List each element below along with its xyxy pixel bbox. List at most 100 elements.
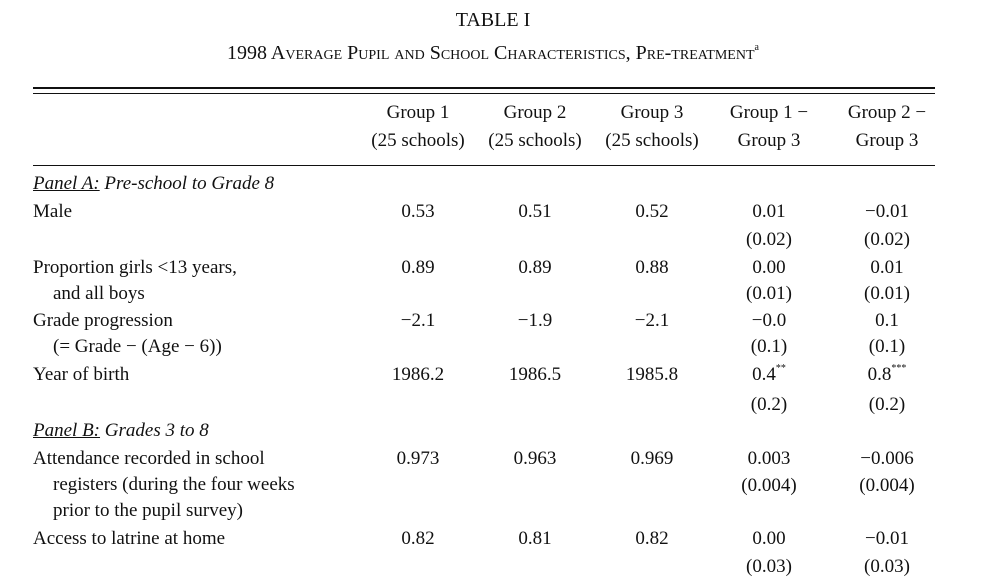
value: 0.52 bbox=[635, 201, 669, 222]
standard-error: (0.004) bbox=[741, 475, 797, 496]
value: 0.4 bbox=[752, 364, 776, 385]
top-rule-2 bbox=[33, 93, 935, 94]
value: 0.1 bbox=[875, 310, 899, 331]
standard-error: (0.1) bbox=[750, 336, 788, 357]
value-cell: −2.1 bbox=[582, 310, 722, 332]
value-cell: 0.963 bbox=[465, 448, 605, 470]
value: 0.01 bbox=[870, 257, 904, 278]
value: −1.9 bbox=[517, 310, 553, 331]
value: 1986.5 bbox=[508, 364, 562, 385]
value: −2.1 bbox=[634, 310, 670, 331]
value-cell: 0.81 bbox=[465, 528, 605, 550]
value-cell: 1986.5 bbox=[465, 364, 605, 386]
panel-label: Panel B: bbox=[33, 420, 101, 441]
table-subtitle: 1998 Average Pupil and School Characteri… bbox=[0, 42, 986, 64]
column-header: Group 1 − bbox=[729, 102, 809, 123]
standard-error: (0.2) bbox=[750, 394, 788, 415]
row-label: Attendance recorded in school bbox=[33, 448, 265, 469]
value-cell: 1985.8 bbox=[582, 364, 722, 386]
standard-error: (0.2) bbox=[868, 394, 906, 415]
value-cell: 0.4** bbox=[699, 364, 839, 386]
value: −0.0 bbox=[751, 310, 787, 331]
row-label: Male bbox=[33, 201, 73, 222]
value-cell: 0.52 bbox=[582, 201, 722, 223]
subtitle-text: 1998 Average Pupil and School Characteri… bbox=[227, 42, 755, 64]
standard-error: (0.004) bbox=[859, 475, 915, 496]
value-cell: 0.003 bbox=[699, 448, 839, 470]
value: 0.003 bbox=[747, 448, 791, 469]
panel-heading: Panel B: Grades 3 to 8 bbox=[33, 420, 209, 442]
value-cell: 0.8*** bbox=[817, 364, 957, 386]
column-header: Group 3 bbox=[737, 130, 801, 151]
value: 0.89 bbox=[401, 257, 435, 278]
value-cell: 0.88 bbox=[582, 257, 722, 279]
row-label: and all boys bbox=[53, 283, 145, 304]
standard-error: (0.02) bbox=[864, 229, 910, 250]
value: 0.82 bbox=[401, 528, 435, 549]
value: 0.969 bbox=[630, 448, 674, 469]
value: 0.88 bbox=[635, 257, 669, 278]
value: 0.963 bbox=[513, 448, 557, 469]
subtitle-note: a bbox=[754, 42, 759, 53]
value-cell: −0.0 bbox=[699, 310, 839, 332]
row-label: registers (during the four weeks bbox=[53, 474, 295, 495]
value-cell: −2.1 bbox=[348, 310, 488, 332]
header-rule bbox=[33, 165, 935, 166]
value: 0.973 bbox=[396, 448, 440, 469]
column-header: Group 2 bbox=[503, 102, 567, 123]
column-header: Group 2 − bbox=[847, 102, 927, 123]
significance-stars: *** bbox=[891, 363, 907, 374]
value: −0.01 bbox=[865, 528, 909, 549]
standard-error: (0.03) bbox=[746, 556, 792, 577]
column-header: (25 schools) bbox=[605, 130, 699, 151]
row-label: Access to latrine at home bbox=[33, 528, 226, 549]
standard-error: (0.1) bbox=[868, 336, 906, 357]
significance-stars: ** bbox=[775, 363, 786, 374]
value-cell: −1.9 bbox=[465, 310, 605, 332]
value: 0.51 bbox=[518, 201, 552, 222]
panel-title: Grades 3 to 8 bbox=[104, 420, 209, 441]
panel-heading: Panel A: Pre-school to Grade 8 bbox=[33, 173, 274, 195]
panel-label: Panel A: bbox=[33, 173, 100, 194]
value-cell: −0.01 bbox=[817, 201, 957, 223]
standard-error: (0.01) bbox=[746, 283, 792, 304]
value-cell: −0.01 bbox=[817, 528, 957, 550]
value-cell: 0.82 bbox=[348, 528, 488, 550]
value: −0.01 bbox=[865, 201, 909, 222]
value: 0.89 bbox=[518, 257, 552, 278]
value: 1985.8 bbox=[625, 364, 679, 385]
row-label: (= Grade − (Age − 6)) bbox=[53, 336, 222, 357]
value: 0.53 bbox=[401, 201, 435, 222]
value-cell: 0.00 bbox=[699, 528, 839, 550]
row-label: Grade progression bbox=[33, 310, 173, 331]
value-cell: 0.01 bbox=[817, 257, 957, 279]
value-cell: 1986.2 bbox=[348, 364, 488, 386]
panel-title: Pre-school to Grade 8 bbox=[104, 173, 275, 194]
value: −2.1 bbox=[400, 310, 436, 331]
value: 0.8 bbox=[867, 364, 892, 385]
top-rule bbox=[33, 87, 935, 89]
value-cell: 0.53 bbox=[348, 201, 488, 223]
value: 0.00 bbox=[752, 257, 786, 278]
column-header: Group 1 bbox=[386, 102, 450, 123]
value-cell: −0.006 bbox=[817, 448, 957, 470]
column-header: (25 schools) bbox=[488, 130, 582, 151]
row-label: prior to the pupil survey) bbox=[53, 500, 243, 521]
value-cell: 0.1 bbox=[817, 310, 957, 332]
value-cell: 0.969 bbox=[582, 448, 722, 470]
standard-error: (0.01) bbox=[864, 283, 910, 304]
table-title: TABLE I bbox=[455, 9, 531, 31]
column-header: Group 3 bbox=[855, 130, 919, 151]
value-cell: 0.00 bbox=[699, 257, 839, 279]
value: 0.00 bbox=[752, 528, 786, 549]
standard-error: (0.02) bbox=[746, 229, 792, 250]
value: 0.81 bbox=[518, 528, 552, 549]
row-label: Year of birth bbox=[33, 364, 130, 385]
value-cell: 0.89 bbox=[348, 257, 488, 279]
column-header: (25 schools) bbox=[371, 130, 465, 151]
value: 0.82 bbox=[635, 528, 669, 549]
value-cell: 0.01 bbox=[699, 201, 839, 223]
column-header: Group 3 bbox=[620, 102, 684, 123]
value-cell: 0.89 bbox=[465, 257, 605, 279]
